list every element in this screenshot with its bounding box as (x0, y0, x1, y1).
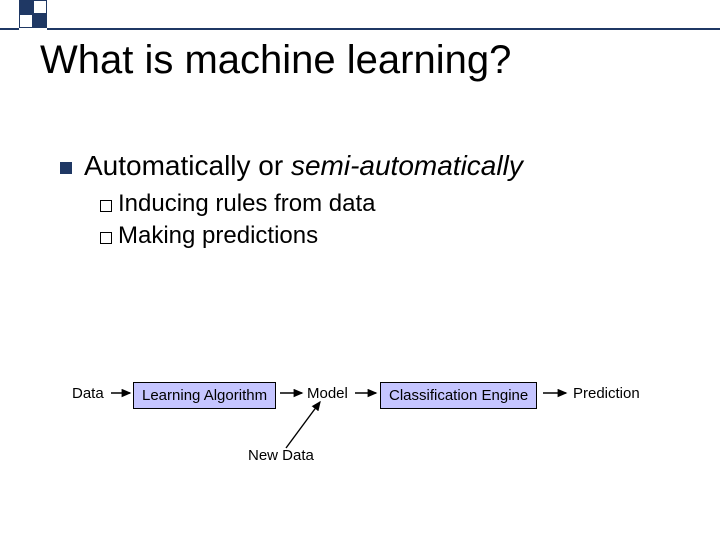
flow-classification-label: Classification Engine (389, 387, 528, 404)
flow-learning-label: Learning Algorithm (142, 387, 267, 404)
flow-learning-box: Learning Algorithm (133, 382, 276, 409)
bullet-hollow-2 (100, 232, 112, 244)
flow-data-label: Data (72, 385, 104, 402)
bullet-lvl2-b: Making predictions (118, 222, 318, 250)
bullet-lvl2-a: Inducing rules from data (118, 190, 375, 218)
flow-model-label: Model (307, 385, 348, 402)
flow-classification-box: Classification Engine (380, 382, 537, 409)
bullet-lvl1-text: Automatically or semi-automatically (84, 150, 523, 182)
bullet-square (60, 162, 72, 174)
lvl1-italic: semi-automatically (291, 150, 523, 181)
bullet-hollow-1 (100, 200, 112, 212)
decor-line-long (47, 28, 720, 30)
decor-line-short (0, 28, 19, 30)
flow-prediction-label: Prediction (573, 385, 640, 402)
slide-title: What is machine learning? (40, 38, 511, 83)
flow-newdata-label: New Data (248, 447, 314, 464)
lvl1-prefix: Automatically or (84, 150, 291, 181)
